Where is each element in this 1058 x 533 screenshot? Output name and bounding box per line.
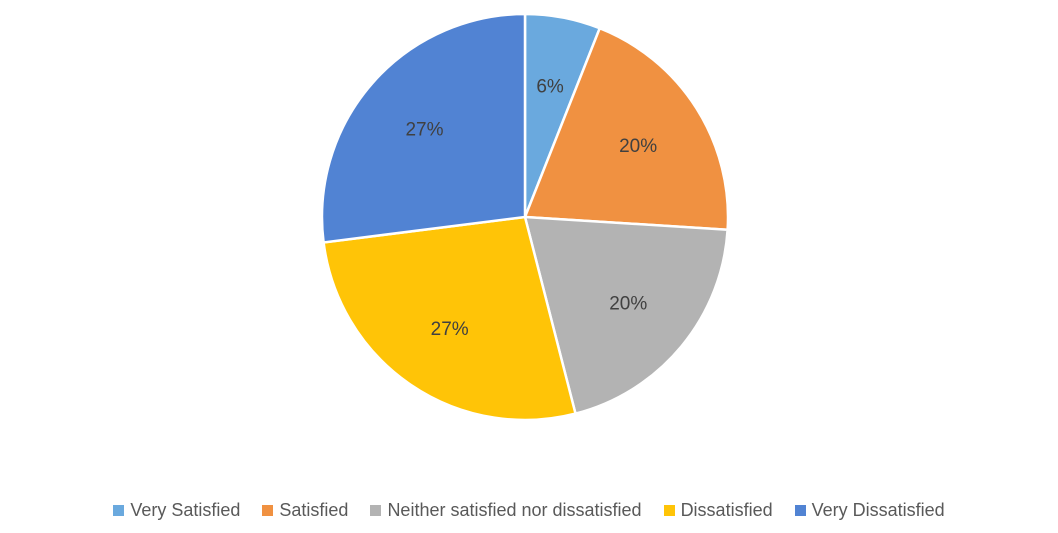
legend-label: Neither satisfied nor dissatisfied xyxy=(387,500,642,520)
data-label-neither-satisfied-nor-dissatisfied: 20% xyxy=(609,293,647,314)
legend-label: Very Satisfied xyxy=(130,500,241,520)
legend-item-very-satisfied: Very Satisfied xyxy=(113,500,240,521)
legend-label: Satisfied xyxy=(279,500,349,520)
legend-label: Very Dissatisfied xyxy=(811,500,945,520)
legend-swatch xyxy=(113,505,125,516)
chart-legend: Very Satisfied Satisfied Neither satisfied… xyxy=(0,500,1058,521)
legend-item-neither-satisfied-nor-dissatisfied: Neither satisfied nor dissatisfied xyxy=(370,500,642,521)
legend-swatch xyxy=(262,505,274,516)
legend-item-dissatisfied: Dissatisfied xyxy=(663,500,773,521)
legend-label: Dissatisfied xyxy=(680,500,773,520)
data-label-satisfied: 20% xyxy=(619,136,657,157)
data-label-dissatisfied: 27% xyxy=(431,319,469,340)
legend-item-satisfied: Satisfied xyxy=(262,500,348,521)
pie-slice-neither-satisfied-nor-dissatisfied xyxy=(523,215,729,416)
legend-swatch xyxy=(794,505,806,516)
legend-item-very-dissatisfied: Very Dissatisfied xyxy=(794,500,945,521)
legend-swatch xyxy=(663,505,675,516)
legend-swatch xyxy=(370,505,382,516)
pie-slice-satisfied xyxy=(523,26,730,232)
pie-slice-very-dissatisfied xyxy=(320,12,527,244)
data-label-very-dissatisfied: 27% xyxy=(405,119,443,140)
pie-chart-canvas: 6% 20% 20% 27% 27% xyxy=(320,12,730,422)
data-label-very-satisfied: 6% xyxy=(536,76,564,97)
pie-slice-dissatisfied xyxy=(322,215,578,422)
